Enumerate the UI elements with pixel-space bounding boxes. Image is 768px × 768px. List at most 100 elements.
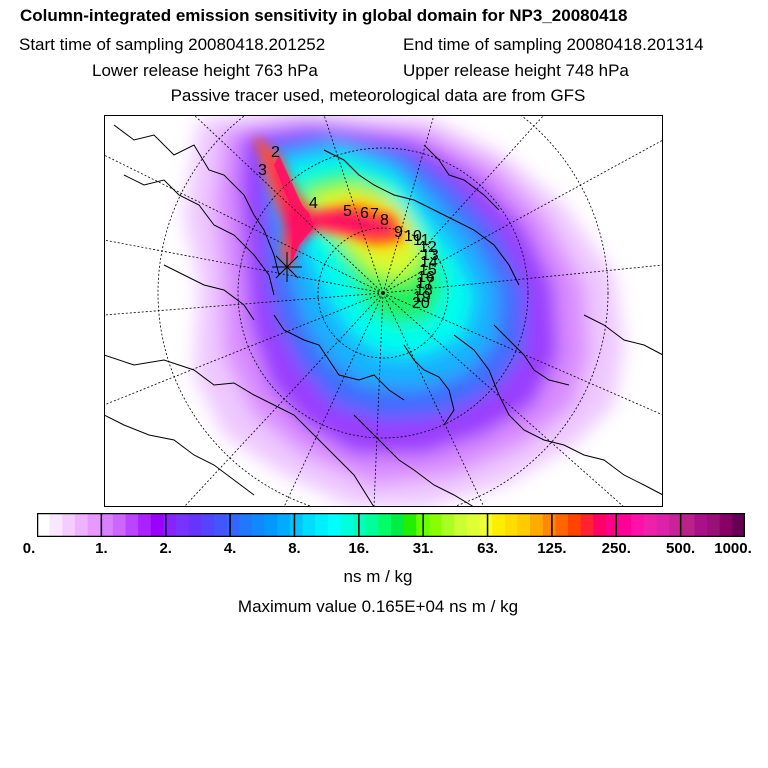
colorbar-cell — [669, 513, 683, 537]
tracer-note: Passive tracer used, meteorological data… — [170, 86, 586, 105]
colorbar-tick-label: 0. — [22, 540, 36, 557]
colorbar-cell — [643, 513, 658, 537]
trajectory-label: 3 — [258, 162, 267, 179]
trajectory-label: 13 — [421, 247, 439, 264]
trajectory-label: 17 — [416, 275, 434, 292]
trajectory-label: 12 — [419, 239, 437, 256]
colorbar-cell — [340, 513, 354, 537]
colorbar-tick-label: 4. — [223, 540, 237, 557]
colorbar-tick-label: 8. — [288, 540, 301, 557]
colorbar-tick-label: 2. — [159, 540, 172, 557]
trajectory-label: 19 — [413, 289, 431, 306]
release-marker — [272, 252, 302, 282]
trajectory-label: 18 — [415, 282, 433, 299]
trajectory-label: 7 — [370, 206, 379, 223]
maximum-value: Maximum value 0.165E+04 ns m / kg — [237, 597, 519, 616]
colorbar-cell — [277, 513, 291, 537]
colorbar-cell — [353, 513, 367, 537]
colorbar-tick-label: 16. — [348, 540, 370, 557]
colorbar-cell — [226, 513, 240, 537]
colorbar-cell — [74, 513, 89, 537]
colorbar-cell — [403, 513, 417, 537]
trajectory-label: 20 — [412, 295, 430, 312]
colorbar-cell — [694, 513, 708, 537]
colorbar-cell — [214, 513, 228, 537]
graticule — [104, 115, 663, 507]
colorbar-cell — [188, 513, 202, 537]
lower-release-label: Lower release height 763 hPa — [92, 61, 318, 80]
colorbar-cell — [732, 513, 745, 537]
colorbar-cell — [466, 513, 481, 537]
colorbar-cell — [656, 513, 670, 537]
colorbar-cell — [391, 513, 405, 537]
colorbar-cell — [580, 513, 594, 537]
colorbar-cell — [201, 513, 215, 537]
colorbar-tick-label: 500. — [666, 540, 696, 557]
colorbar-tick-label: 31. — [412, 540, 434, 557]
colorbar-cell — [530, 513, 544, 537]
colorbar-cell — [251, 513, 266, 537]
colorbar-cell — [264, 513, 278, 537]
colorbar-cell — [315, 513, 329, 537]
colorbar-cell — [138, 513, 152, 537]
colorbar-cell — [100, 513, 114, 537]
start-sampling-label: Start time of sampling 20080418.201252 — [19, 35, 326, 54]
colorbar-cell — [289, 513, 304, 537]
colorbar — [37, 513, 745, 537]
colorbar-cell — [605, 513, 620, 537]
upper-release-label: Upper release height 748 hPa — [403, 61, 629, 80]
trajectory-label: 10 — [404, 228, 422, 245]
coastlines — [104, 124, 663, 507]
colorbar-cell — [87, 513, 101, 537]
trajectory-label: 16 — [417, 269, 435, 286]
colorbar-cell — [112, 513, 127, 537]
colorbar-cell — [378, 513, 392, 537]
colorbar-cell — [327, 513, 342, 537]
colorbar-cell — [681, 513, 696, 537]
colorbar-cell — [631, 513, 645, 537]
colorbar-cell — [707, 513, 721, 537]
trajectory-label: 2 — [271, 144, 280, 161]
colorbar-tick-label: 1000. — [714, 540, 752, 557]
colorbar-tick-label: 250. — [601, 540, 631, 557]
trajectory-label: 8 — [380, 212, 389, 229]
map-frame — [104, 115, 663, 507]
colorbar-cell — [302, 513, 316, 537]
colorbar-cell — [555, 513, 569, 537]
colorbar-cell — [125, 513, 139, 537]
colorbar-cell — [454, 513, 468, 537]
colorbar-cell — [49, 513, 63, 537]
colorbar-cell — [163, 513, 177, 537]
colorbar-cell — [479, 513, 493, 537]
colorbar-unit: ns m / kg — [343, 567, 413, 586]
trajectory-label: 14 — [420, 254, 438, 271]
colorbar-cell — [441, 513, 455, 537]
end-sampling-label: End time of sampling 20080418.201314 — [403, 35, 704, 54]
colorbar-cell — [542, 513, 556, 537]
trajectory-label: 9 — [394, 224, 403, 241]
colorbar-tick-label: 63. — [477, 540, 498, 557]
colorbar-cell — [239, 513, 253, 537]
colorbar-cell — [568, 513, 582, 537]
colorbar-cell — [365, 513, 379, 537]
colorbar-cell — [517, 513, 531, 537]
colorbar-cell — [428, 513, 443, 537]
colorbar-tick-label: 125. — [537, 540, 567, 557]
colorbar-frame — [37, 513, 745, 537]
colorbar-cell — [504, 513, 519, 537]
trajectory-label: 6 — [360, 205, 369, 222]
colorbar-cell — [719, 513, 733, 537]
trajectory-label: 11 — [413, 232, 430, 249]
colorbar-cell — [37, 513, 51, 537]
colorbar-cell — [492, 513, 506, 537]
sensitivity-field — [184, 115, 624, 507]
colorbar-cell — [593, 513, 607, 537]
trajectory-label: 4 — [309, 195, 318, 212]
colorbar-cell — [176, 513, 190, 537]
trajectory-label: 5 — [343, 203, 352, 220]
colorbar-cell — [618, 513, 632, 537]
trajectory-label: 15 — [419, 262, 437, 279]
colorbar-cell — [150, 513, 165, 537]
